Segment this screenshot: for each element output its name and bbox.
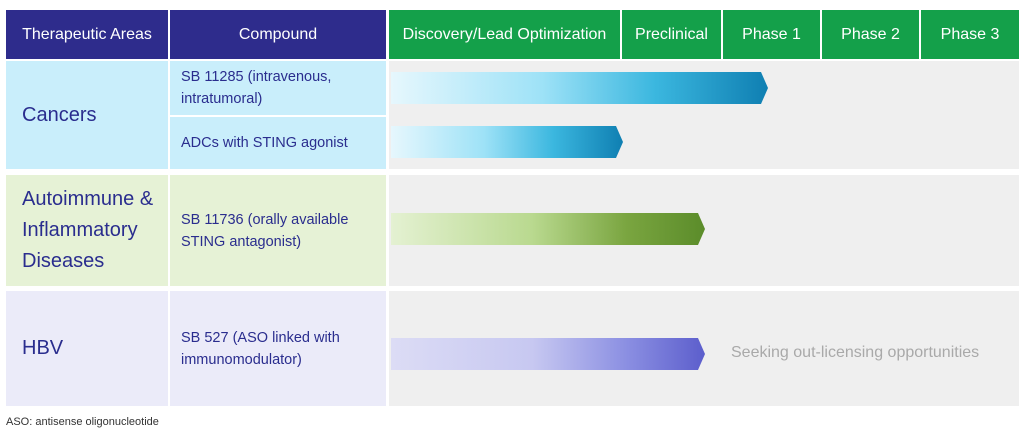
area-autoimmune: Autoimmune & Inflammatory Diseases	[6, 175, 168, 286]
header-stage-phase3: Phase 3	[921, 10, 1019, 59]
compound-sb11736: SB 11736 (orally available STING antagon…	[170, 175, 386, 286]
area-label: Autoimmune & Inflammatory Diseases	[22, 188, 154, 272]
progress-bar-sb11736	[391, 213, 705, 245]
header-stage-preclinical: Preclinical	[622, 10, 721, 59]
compound-label: SB 11285 (intravenous, intratumoral)	[181, 69, 332, 107]
area-label: Cancers	[22, 103, 97, 126]
compound-label: SB 527 (ASO linked with immunomodulator)	[181, 329, 340, 368]
progress-bar-sb527	[391, 338, 705, 370]
compound-sb527: SB 527 (ASO linked with immunomodulator)	[170, 291, 386, 406]
progress-bar-adcs	[391, 126, 623, 158]
header-stage-phase1: Phase 1	[723, 10, 820, 59]
progress-bar-sb11285	[391, 72, 768, 104]
area-hbv: HBV	[6, 291, 168, 406]
header-stage-discovery: Discovery/Lead Optimization	[389, 10, 620, 59]
compound-sb11285: SB 11285 (intravenous, intratumoral)	[170, 61, 386, 115]
compound-label: SB 11736 (orally available STING antagon…	[181, 211, 349, 250]
compound-label: ADCs with STING agonist	[181, 135, 348, 151]
area-cancers: Cancers	[6, 61, 168, 169]
footnote: ASO: antisense oligonucleotide	[6, 416, 159, 428]
area-label: HBV	[22, 337, 64, 359]
header-stage-phase2: Phase 2	[822, 10, 919, 59]
licensing-note: Seeking out-licensing opportunities	[731, 344, 980, 361]
compound-adcs: ADCs with STING agonist	[170, 117, 386, 169]
header-compound: Compound	[170, 10, 386, 59]
header-therapeutic-areas: Therapeutic Areas	[6, 10, 168, 59]
